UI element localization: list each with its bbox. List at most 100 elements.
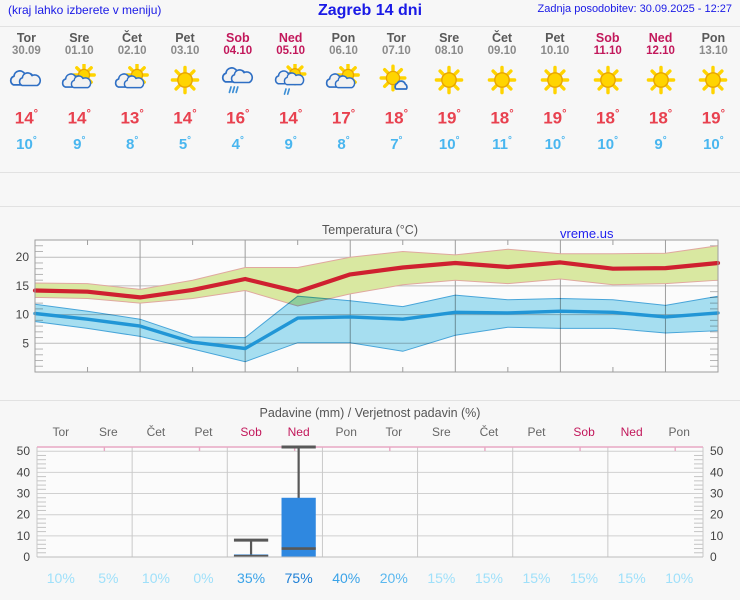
day-column: Tor 07.10 18° 7° (370, 28, 423, 168)
day-name: Tor (386, 31, 406, 45)
day-name: Sre (439, 31, 460, 45)
last-updated: Zadnja posodobitev: 30.09.2025 - 12:27 (537, 3, 732, 15)
sun-icon (429, 62, 469, 100)
svg-text:35%: 35% (237, 570, 265, 586)
sun-cloud-rain-icon (271, 62, 311, 100)
svg-text:0%: 0% (193, 570, 213, 586)
day-column: Sob 11.10 18° 10° (581, 28, 634, 168)
section-divider-2 (0, 206, 740, 207)
day-name: Pet (545, 31, 565, 45)
sun-icon (588, 62, 628, 100)
min-temperature: 7° (390, 134, 403, 153)
max-temperature: 18° (596, 108, 620, 128)
day-column: Čet 09.10 18° 11° (476, 28, 529, 168)
svg-text:0: 0 (710, 550, 717, 564)
day-date: 09.10 (487, 45, 517, 57)
svg-text:40: 40 (17, 465, 31, 479)
svg-text:40%: 40% (332, 570, 360, 586)
min-temperature: 10° (438, 134, 460, 153)
temperature-chart: Temperatura (°C) 5 10 15 20 vreme.us (0, 212, 740, 402)
svg-text:10%: 10% (47, 570, 75, 586)
day-date: 06.10 (329, 45, 358, 57)
day-column: Pon 06.10 17° 8° (317, 28, 370, 168)
min-temperature: 9° (654, 134, 667, 153)
day-column: Tor 30.09 14° 10° (0, 28, 53, 168)
sun-cloud-icon (59, 62, 99, 100)
max-temperature: 13° (120, 108, 144, 128)
sun-icon (482, 62, 522, 100)
header-divider (0, 26, 740, 27)
svg-text:Tor: Tor (385, 425, 402, 439)
svg-text:50: 50 (17, 444, 31, 458)
svg-text:Pon: Pon (336, 425, 357, 439)
day-column: Sob 04.10 16° 4° (211, 28, 264, 168)
temperature-chart-title: Temperatura (°C) (322, 223, 418, 237)
svg-text:Ned: Ned (621, 425, 643, 439)
max-temperature: 19° (543, 108, 567, 128)
max-temperature: 14° (173, 108, 197, 128)
svg-text:Pon: Pon (669, 425, 690, 439)
day-column: Pet 03.10 14° 5° (159, 28, 212, 168)
min-temperature: 4° (231, 134, 244, 153)
max-temperature: 18° (490, 108, 514, 128)
svg-text:15%: 15% (475, 570, 503, 586)
svg-text:15%: 15% (618, 570, 646, 586)
svg-text:40: 40 (710, 465, 724, 479)
min-temperature: 10° (703, 134, 724, 153)
header-bar: (kraj lahko izberete v meniju) Zagreb 14… (0, 0, 740, 26)
page-title: Zagreb 14 dni (317, 2, 423, 19)
day-date: 10.10 (540, 45, 570, 57)
svg-text:Sre: Sre (432, 425, 451, 439)
max-temperature: 17° (331, 108, 356, 128)
svg-text:15: 15 (16, 279, 30, 293)
day-date: 08.10 (434, 45, 464, 57)
svg-text:30: 30 (710, 487, 724, 501)
min-temperature: 10° (16, 134, 37, 153)
day-name: Pon (331, 31, 356, 45)
max-temperature: 14° (67, 108, 91, 128)
day-name: Ned (278, 31, 303, 45)
max-temperature: 19° (437, 108, 461, 128)
svg-text:0: 0 (23, 550, 30, 564)
day-name: Sob (595, 31, 620, 45)
precipitation-chart-title: Padavine (mm) / Verjetnost padavin (%) (259, 406, 481, 420)
min-temperature: 5° (178, 134, 192, 153)
day-name: Pon (701, 31, 726, 45)
day-name: Sob (225, 31, 250, 45)
max-temperature: 19° (701, 108, 726, 128)
cloud-rain-icon (218, 62, 258, 100)
svg-text:10%: 10% (665, 570, 693, 586)
day-name: Tor (16, 31, 37, 45)
sun-icon (165, 62, 205, 100)
day-column: Ned 05.10 14° 9° (264, 28, 317, 168)
min-temperature: 8° (337, 134, 350, 153)
svg-text:10%: 10% (142, 570, 170, 586)
sun-cloud-icon (112, 62, 152, 100)
max-temperature: 14° (278, 108, 303, 128)
min-temperature: 11° (492, 134, 512, 153)
max-temperature: 16° (226, 108, 250, 128)
svg-text:Pet: Pet (194, 425, 213, 439)
day-column: Pet 10.10 19° 10° (528, 28, 581, 168)
sun-icon (535, 62, 575, 100)
svg-text:10: 10 (710, 529, 724, 543)
day-date: 05.10 (276, 45, 306, 57)
day-name: Čet (122, 31, 143, 45)
day-date: 02.10 (117, 45, 147, 57)
svg-text:10: 10 (17, 529, 31, 543)
day-name: Čet (491, 31, 513, 45)
forecast-day-grid: Tor 30.09 14° 10° Sre 01.10 14° 9° Čet 02.10 13° 8°… (0, 28, 740, 168)
min-temperature: 10° (597, 134, 618, 153)
day-date: 04.10 (223, 45, 253, 57)
svg-text:15%: 15% (522, 570, 550, 586)
svg-text:5: 5 (22, 336, 29, 350)
svg-text:Sre: Sre (99, 425, 118, 439)
day-date: 12.10 (646, 45, 675, 57)
cloudy-icon (6, 62, 46, 100)
day-name: Sre (69, 31, 90, 45)
sun-cloud-icon (323, 62, 363, 100)
day-date: 03.10 (170, 45, 200, 57)
svg-text:50: 50 (710, 444, 724, 458)
svg-text:30: 30 (17, 487, 31, 501)
min-temperature: 9° (73, 134, 86, 153)
